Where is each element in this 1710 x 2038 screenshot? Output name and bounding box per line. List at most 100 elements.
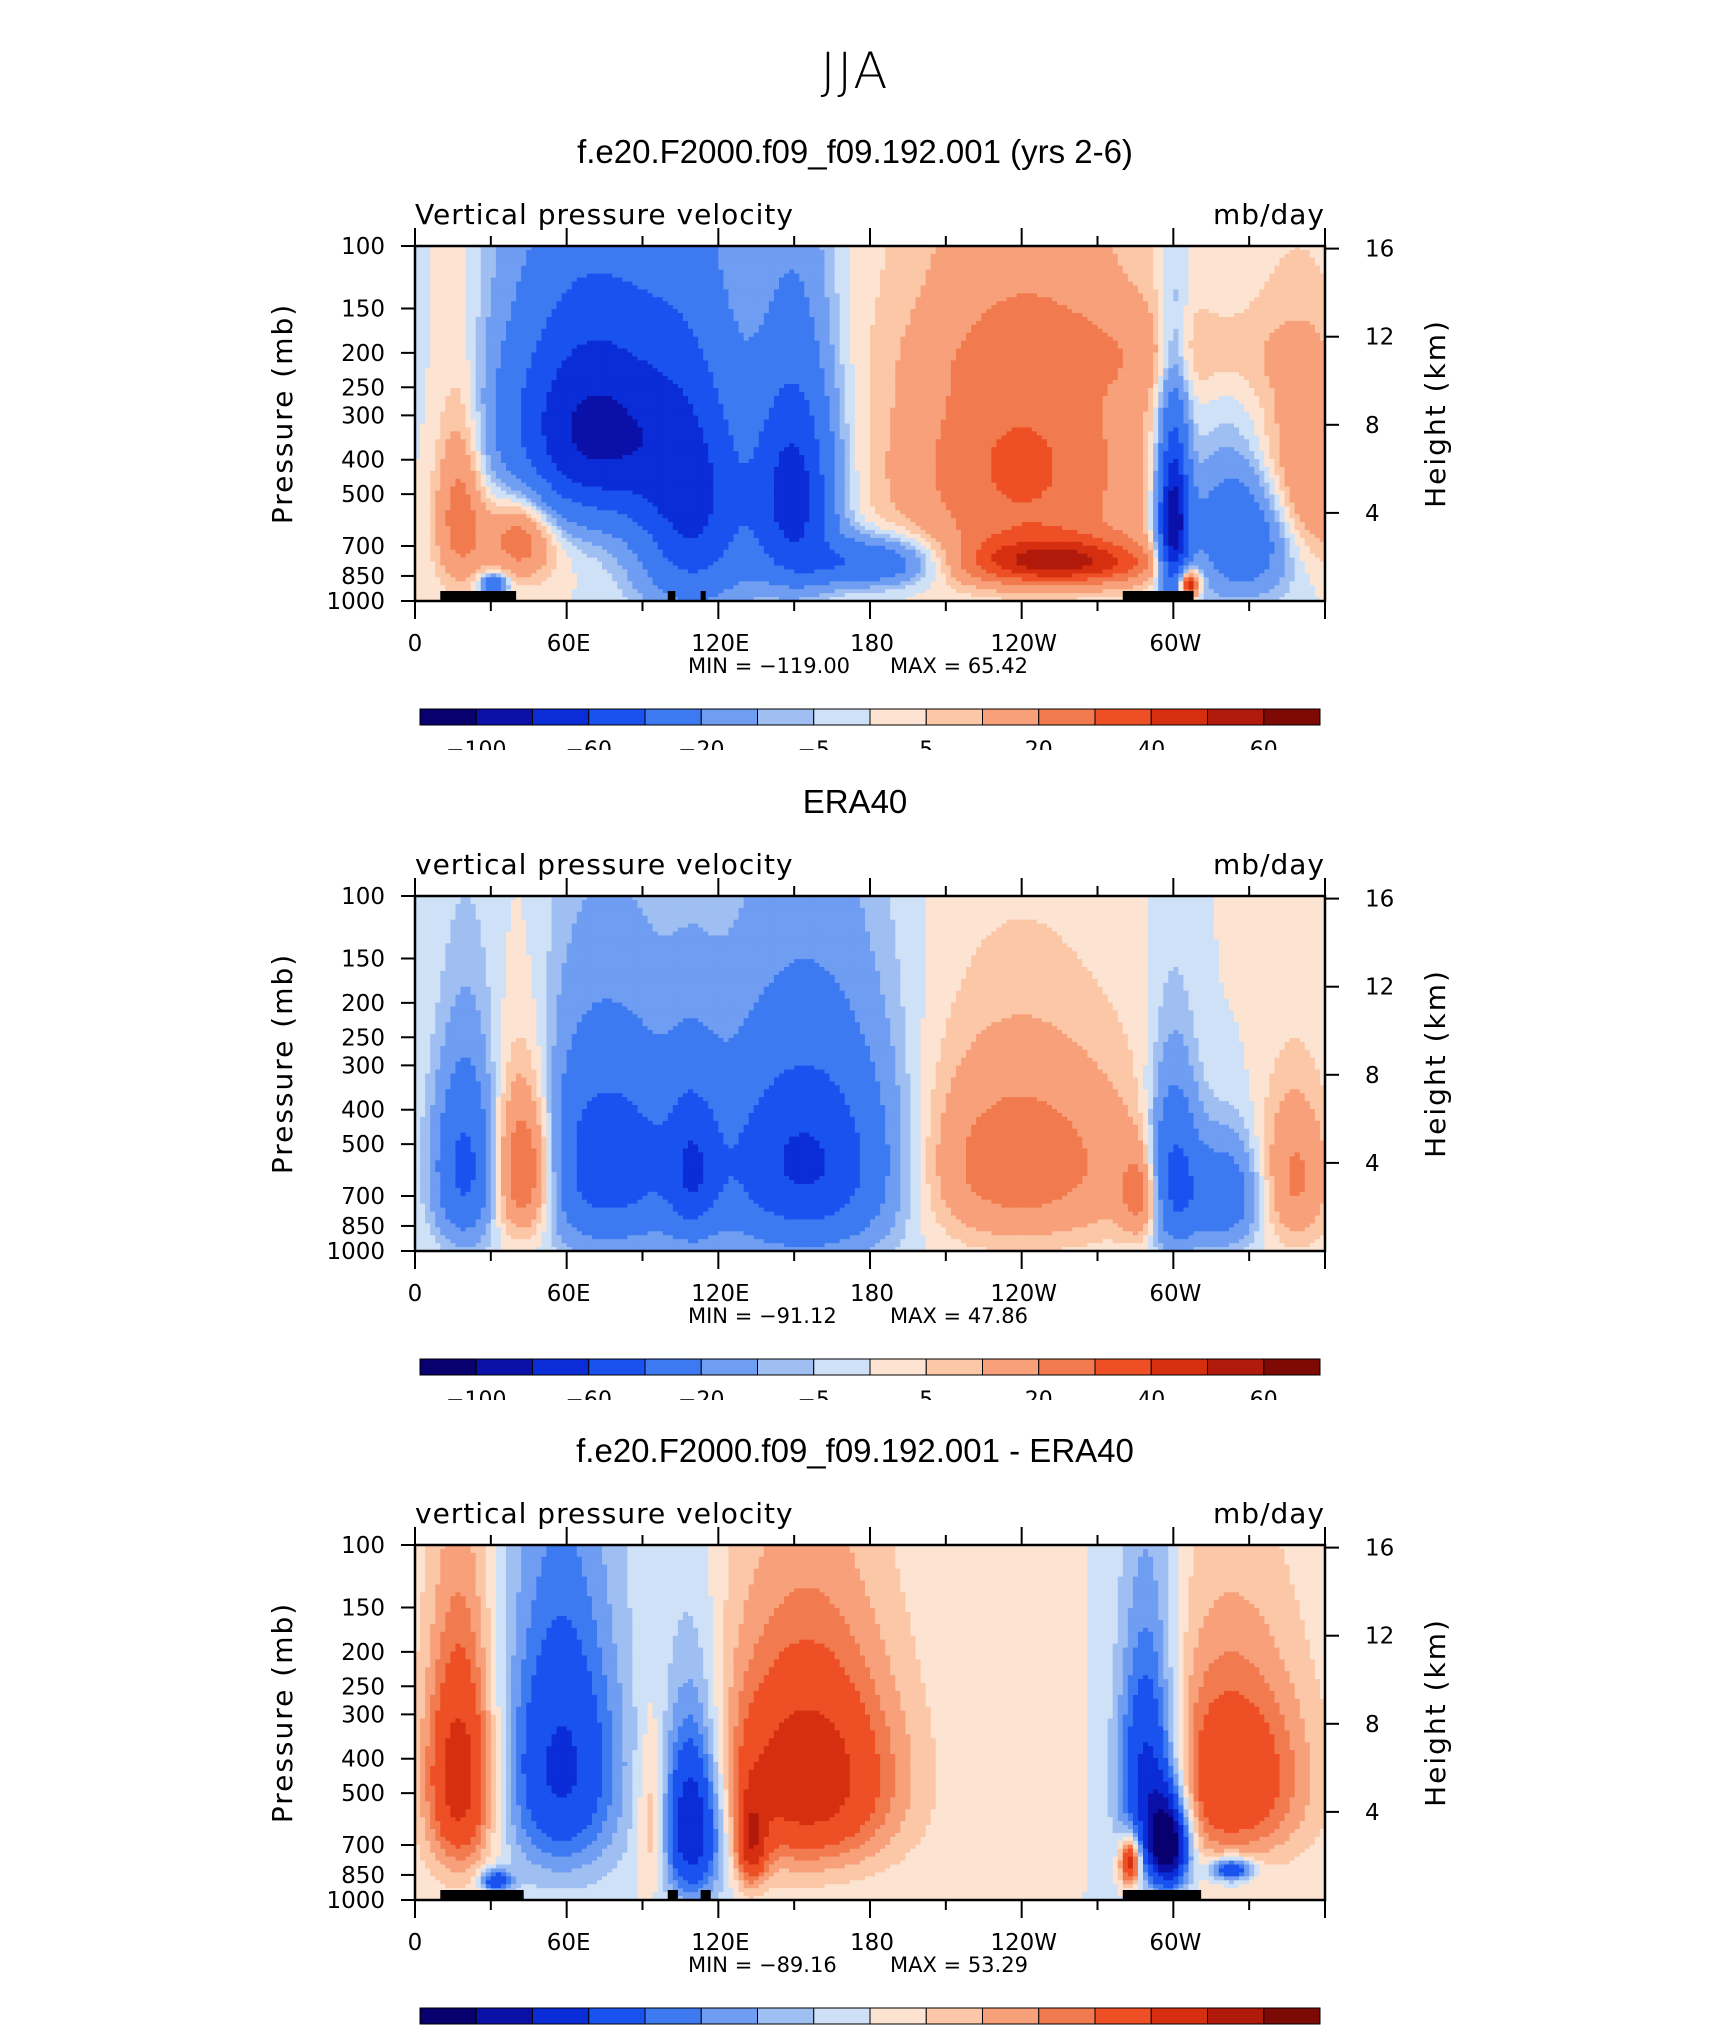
heatmap-cell [1234, 301, 1240, 306]
heatmap-cell [541, 277, 548, 283]
heatmap-cell [1254, 281, 1260, 287]
heatmap-cell [864, 297, 871, 302]
heatmap-cell [425, 273, 431, 279]
heatmap-cell [500, 253, 507, 259]
heatmap-cell [1284, 257, 1291, 263]
heatmap-cell [1143, 277, 1149, 283]
heatmap-cell [1132, 265, 1139, 271]
heatmap-cell [465, 336, 472, 342]
heatmap-cell [748, 257, 755, 263]
heatmap-cell [794, 253, 800, 259]
heatmap-cell [728, 328, 735, 334]
heatmap-cell [1244, 265, 1250, 271]
heatmap-cell [511, 265, 517, 271]
heatmap-cell [637, 273, 644, 279]
heatmap-cell [1284, 281, 1291, 287]
heatmap-cell [703, 340, 709, 346]
heatmap-cell [470, 253, 477, 259]
heatmap-cell [784, 249, 790, 255]
heatmap-cell [950, 340, 957, 346]
heatmap-cell [1097, 293, 1104, 298]
heatmap-cell [1284, 289, 1291, 294]
heatmap-cell [733, 246, 740, 251]
heatmap-cell [556, 340, 563, 346]
heatmap-cell [440, 273, 446, 279]
heatmap-cell [784, 340, 790, 346]
heatmap-cell [1132, 324, 1139, 330]
heatmap-cell [753, 285, 760, 290]
heatmap-cell [1173, 265, 1179, 271]
heatmap-cell [763, 285, 770, 290]
heatmap-cell [490, 261, 497, 267]
heatmap-cell [506, 344, 512, 350]
heatmap-cell [602, 249, 608, 255]
heatmap-cell [925, 317, 932, 322]
heatmap-cell [1031, 289, 1038, 294]
heatmap-cell [657, 273, 664, 279]
heatmap-cell [1011, 246, 1018, 251]
heatmap-cell [890, 309, 896, 314]
heatmap-cell [976, 328, 982, 334]
heatmap-cell [495, 269, 502, 275]
heatmap-cell [566, 313, 573, 318]
heatmap-cell [976, 253, 982, 259]
heatmap-cell [455, 253, 462, 259]
heatmap-cell [425, 317, 431, 322]
heatmap-cell [875, 332, 881, 338]
heatmap-cell [1254, 249, 1260, 255]
heatmap-cell [718, 273, 724, 279]
heatmap-cell [682, 257, 689, 263]
heatmap-cell [622, 309, 628, 314]
heatmap-cell [961, 257, 967, 263]
heatmap-cell [1284, 301, 1291, 306]
heatmap-cell [743, 265, 750, 271]
heatmap-cell [875, 352, 881, 358]
heatmap-cell [753, 313, 760, 318]
heatmap-cell [885, 281, 891, 287]
heatmap-cell [1087, 305, 1094, 310]
heatmap-cell [1067, 340, 1073, 346]
heatmap-cell [551, 305, 558, 310]
heatmap-cell [961, 261, 967, 267]
heatmap-cell [718, 249, 724, 255]
heatmap-cell [1102, 317, 1109, 322]
heatmap-cell [642, 273, 649, 279]
heatmap-cell [1239, 336, 1245, 342]
heatmap-cell [677, 297, 684, 302]
heatmap-cell [465, 313, 472, 318]
heatmap-cell [657, 328, 664, 334]
heatmap-cell [420, 305, 426, 310]
heatmap-cell [485, 336, 492, 342]
heatmap-cell [834, 348, 841, 354]
heatmap-cell [890, 297, 896, 302]
heatmap-cell [784, 246, 790, 251]
heatmap-cell [420, 293, 426, 298]
heatmap-cell [627, 324, 633, 330]
heatmap-cell [1143, 297, 1149, 302]
heatmap-cell [627, 269, 633, 275]
heatmap-cell [915, 289, 922, 294]
heatmap-cell [1148, 281, 1154, 287]
heatmap-cell [895, 246, 901, 251]
heatmap-cell [723, 332, 730, 338]
heatmap-cell [445, 340, 451, 346]
heatmap-cell [511, 269, 517, 275]
heatmap-cell [1173, 309, 1179, 314]
heatmap-cell [971, 265, 977, 271]
heatmap-cell [976, 305, 982, 310]
heatmap-cell [743, 305, 750, 310]
heatmap-cell [713, 340, 719, 346]
heatmap-cell [1183, 297, 1190, 302]
heatmap-cell [1218, 305, 1225, 310]
heatmap-cell [425, 320, 431, 326]
heatmap-cell [1057, 301, 1063, 306]
heatmap-cell [885, 344, 891, 350]
heatmap-cell [622, 273, 628, 279]
heatmap-cell [935, 273, 942, 279]
heatmap-cell [627, 344, 633, 350]
heatmap-cell [1218, 320, 1225, 326]
heatmap-cell [561, 281, 568, 287]
heatmap-cell [521, 305, 527, 310]
heatmap-cell [1203, 336, 1210, 342]
heatmap-cell [1223, 313, 1230, 318]
